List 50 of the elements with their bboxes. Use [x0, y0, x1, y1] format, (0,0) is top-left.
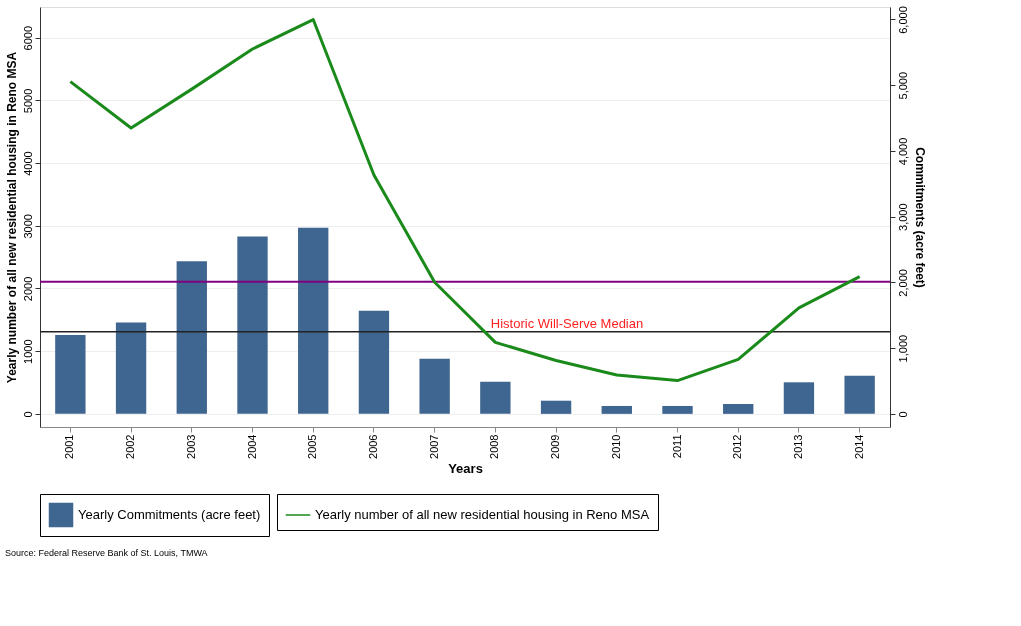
y-tick-label: 2000 [21, 276, 34, 302]
bar [844, 375, 875, 414]
x-tick-label: 2013 [791, 434, 804, 459]
x-tick-label: 2010 [609, 434, 622, 459]
bar [358, 310, 390, 414]
x-tick-label: 2001 [63, 434, 76, 459]
y-tick-label: 1000 [21, 339, 34, 364]
y2-tick-label: 5,000 [896, 71, 909, 100]
x-tick-label: 2008 [488, 434, 501, 459]
y2-tick-label: 0 [896, 411, 909, 418]
x-tick-label: 2011 [670, 434, 683, 459]
x-tick-label: 2003 [184, 434, 197, 459]
bar [662, 405, 693, 414]
bar [480, 381, 511, 414]
y-tick-label: 0 [21, 411, 34, 418]
y-tick-label: 3000 [21, 214, 34, 239]
y2-tick-label: 3,000 [896, 203, 909, 231]
bar [783, 382, 815, 414]
x-tick-label: 2012 [731, 434, 744, 459]
x-tick-label: 2002 [124, 434, 137, 459]
x-axis-title: Years [448, 460, 483, 476]
y2-tick-label: 1,000 [896, 334, 909, 363]
y2-axis-title: Commitments (acre feet) [912, 147, 927, 288]
y-tick-label: 4000 [21, 151, 34, 176]
bar [540, 400, 572, 414]
x-tick-label: 2006 [366, 434, 379, 459]
x-tick-label: 2014 [852, 434, 865, 459]
bar [298, 227, 329, 414]
bar [419, 358, 450, 414]
y2-tick-label: 2,000 [896, 269, 909, 297]
x-tick-label: 2004 [245, 434, 258, 459]
bar [237, 236, 268, 414]
x-tick-label: 2007 [427, 434, 440, 459]
y-tick-label: 5000 [21, 88, 34, 114]
y2-tick-label: 4,000 [896, 137, 909, 166]
line-series [68, 18, 862, 383]
y-axis-title: Yearly number of all new residential housing in Reno MSA [4, 51, 19, 384]
source-note: Source: Federal Reserve Bank of St. Louis, TMWA [5, 547, 208, 558]
bar [55, 334, 86, 414]
bar [723, 404, 754, 414]
y2-tick-label: 6,000 [896, 6, 909, 34]
y-tick-label: 6000 [21, 25, 34, 51]
legend-label: Yearly number of all new residential housing in Reno MSA [315, 507, 650, 522]
bar [601, 405, 632, 414]
legend-label: Yearly Commitments (acre feet) [78, 507, 261, 522]
ref-line-label: Historic Will-Serve Median [490, 315, 644, 331]
bar [115, 322, 147, 414]
x-tick-label: 2009 [549, 434, 562, 459]
x-tick-label: 2005 [306, 434, 319, 459]
bar [176, 261, 207, 414]
